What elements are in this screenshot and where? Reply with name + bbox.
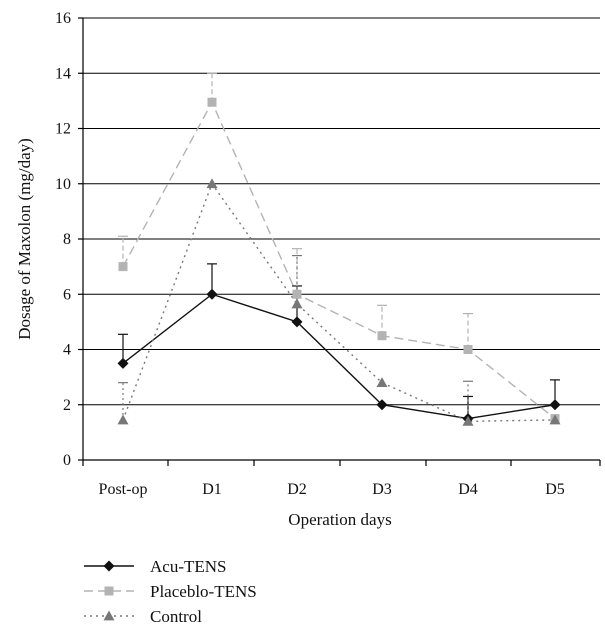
gridlines <box>83 17 600 406</box>
y-tick-label: 12 <box>55 121 71 138</box>
data-point-control <box>462 415 474 426</box>
data-point-placeblo-tens <box>463 345 473 354</box>
data-point-control <box>291 298 303 309</box>
series-line-control <box>122 182 556 423</box>
x-axis-title: Operation days <box>288 510 391 529</box>
y-tick-label: 8 <box>63 231 71 248</box>
y-axis-ticks: 0 2 4 6 8 10 12 14 16 <box>55 10 83 469</box>
y-tick-label: 4 <box>63 342 71 359</box>
y-tick-label: 0 <box>63 452 71 469</box>
legend-marker-placeblo-tens <box>104 586 114 596</box>
legend-label-placeblo-tens: Placeblo-TENS <box>150 582 257 601</box>
data-point-acu-tens <box>291 316 303 328</box>
legend-marker-acu-tens <box>103 560 115 572</box>
data-point-acu-tens <box>376 399 388 411</box>
y-tick-label: 14 <box>55 65 71 82</box>
legend: Acu-TENS Placeblo-TENS Control <box>84 557 257 626</box>
data-point-acu-tens <box>117 357 129 369</box>
x-tick-label: D1 <box>202 481 222 498</box>
x-tick-label: D4 <box>458 481 478 498</box>
data-point-placeblo-tens <box>118 262 128 272</box>
legend-item-control: Control <box>84 607 202 626</box>
data-point-acu-tens <box>206 288 218 300</box>
x-tick-label: D5 <box>545 481 565 498</box>
y-axis-title: Dosage of Maxolon (mg/day) <box>15 138 34 340</box>
y-tick-label: 2 <box>63 397 71 414</box>
data-point-placeblo-tens <box>207 97 217 107</box>
legend-label-acu-tens: Acu-TENS <box>150 557 226 576</box>
data-point-control <box>206 178 218 189</box>
y-tick-label: 6 <box>63 286 71 303</box>
series-line-acu-tens <box>122 293 556 420</box>
x-axis-ticks: Post-op D1 D2 D3 D4 D5 <box>82 460 601 498</box>
data-point-acu-tens <box>549 399 561 411</box>
legend-item-acu-tens: Acu-TENS <box>84 557 226 576</box>
series-line-placeblo-tens <box>122 100 556 420</box>
legend-label-control: Control <box>150 607 202 626</box>
data-point-control <box>549 414 561 425</box>
x-tick-label: D3 <box>372 481 392 498</box>
y-tick-label: 16 <box>55 10 71 27</box>
x-tick-label: D2 <box>287 481 307 498</box>
x-tick-label: Post-op <box>99 481 148 498</box>
data-point-control <box>117 414 129 425</box>
data-point-placeblo-tens <box>292 289 302 299</box>
legend-item-placeblo-tens: Placeblo-TENS <box>84 582 257 601</box>
series-markers <box>117 97 561 426</box>
y-tick-label: 10 <box>55 176 71 193</box>
data-point-placeblo-tens <box>377 331 387 341</box>
data-point-control <box>376 377 388 388</box>
series-lines <box>122 100 556 423</box>
legend-marker-control <box>103 610 115 621</box>
